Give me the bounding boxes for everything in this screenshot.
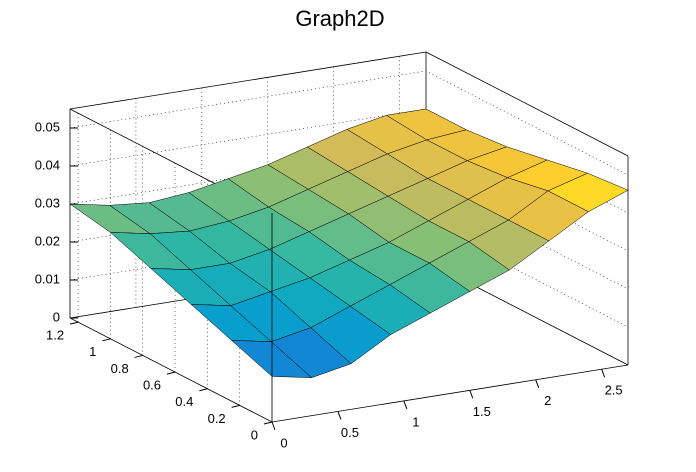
z-tick-label: 0.04 xyxy=(35,157,60,172)
x-tick-label: 0 xyxy=(280,435,287,450)
x-tick-label: 2 xyxy=(544,393,551,408)
x-tick xyxy=(337,411,342,420)
y-tick-label: 0 xyxy=(251,427,258,442)
y-tick xyxy=(231,404,240,408)
box-edge xyxy=(69,317,273,423)
y-tick xyxy=(69,321,79,325)
x-tick xyxy=(403,400,408,410)
x-tick xyxy=(601,369,606,378)
y-tick-label: 0.2 xyxy=(208,411,226,426)
x-tick-label: 1.5 xyxy=(473,404,491,419)
chart-title: Graph2D xyxy=(295,6,384,31)
z-tick-label: 0.02 xyxy=(35,233,60,248)
y-tick xyxy=(263,421,273,425)
y-tick-label: 1.2 xyxy=(46,328,64,343)
y-tick-label: 1 xyxy=(89,344,96,359)
x-tick-label: 2.5 xyxy=(605,383,623,398)
y-tick-label: 0.8 xyxy=(111,361,129,376)
y-tick-label: 0.6 xyxy=(143,378,161,393)
box-edge xyxy=(425,51,629,157)
box-edge xyxy=(69,51,427,110)
x-tick-label: 0.5 xyxy=(341,425,359,440)
x-tick xyxy=(535,379,540,388)
y-tick xyxy=(134,354,143,358)
y-tick xyxy=(166,371,176,375)
x-tick xyxy=(271,421,276,431)
x-tick-label: 1 xyxy=(412,414,419,429)
y-tick xyxy=(102,338,111,342)
z-tick-label: 0.03 xyxy=(35,195,60,210)
y-tick xyxy=(199,388,208,392)
z-tick-label: 0 xyxy=(53,309,60,324)
z-tick-label: 0.05 xyxy=(35,119,60,134)
z-tick-label: 0.01 xyxy=(35,271,60,286)
box-edge xyxy=(271,364,629,423)
x-tick xyxy=(469,390,474,399)
y-tick-label: 0.4 xyxy=(175,394,193,409)
